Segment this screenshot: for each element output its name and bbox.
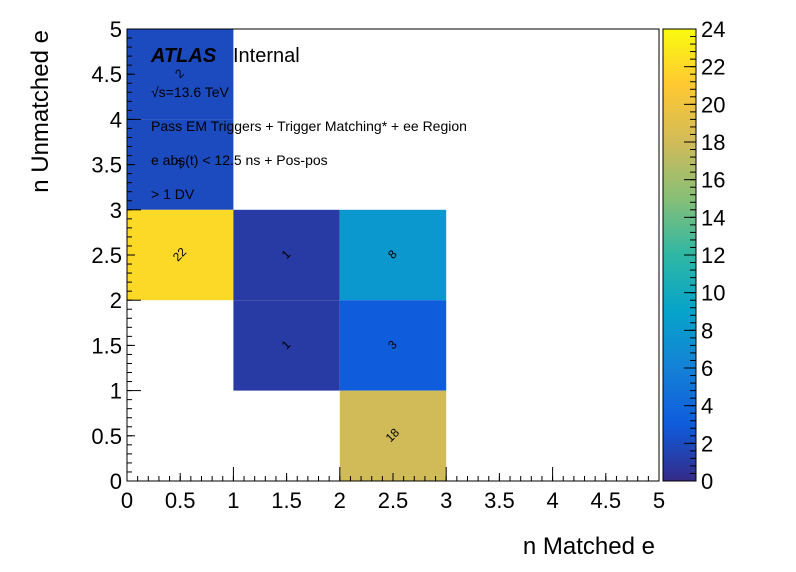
colorbar-tick-label: 12 bbox=[701, 243, 725, 268]
colorbar-tick-label: 24 bbox=[701, 17, 725, 42]
selection-line-1: Pass EM Triggers + Trigger Matching* + e… bbox=[151, 118, 467, 134]
heatmap-bin-7 bbox=[339, 390, 447, 481]
x-tick-label: 2.5 bbox=[378, 488, 409, 513]
x-tick-label: 0.5 bbox=[165, 488, 196, 513]
colorbar-tick-label: 22 bbox=[701, 55, 725, 80]
heatmap-bin-6 bbox=[339, 300, 447, 391]
y-axis-title: n Unmatched e bbox=[27, 30, 54, 193]
y-tick-label: 4 bbox=[110, 107, 122, 132]
colorbar-tick-label: 18 bbox=[701, 130, 725, 155]
selection-line-3: > 1 DV bbox=[151, 186, 195, 202]
y-tick-label: 1.5 bbox=[91, 333, 122, 358]
y-tick-label: 4.5 bbox=[91, 62, 122, 87]
colorbar-tick-label: 20 bbox=[701, 92, 725, 117]
y-tick-label: 5 bbox=[110, 17, 122, 42]
colorbar-tick-label: 2 bbox=[701, 431, 713, 456]
annotations: ATLAS Internal √s=13.6 TeV Pass EM Trigg… bbox=[150, 45, 467, 202]
x-tick-label: 3 bbox=[440, 488, 452, 513]
colorbar-tick-label: 4 bbox=[701, 394, 713, 419]
x-tick-label: 1 bbox=[227, 488, 239, 513]
x-tick-label: 4 bbox=[546, 488, 558, 513]
atlas-label: ATLAS bbox=[150, 45, 217, 67]
x-tick-label: 2 bbox=[334, 488, 346, 513]
colorbar-tick-label: 10 bbox=[701, 281, 725, 306]
heatmap-bin-3 bbox=[233, 209, 340, 301]
x-tick-label: 3.5 bbox=[484, 488, 515, 513]
x-axis: 0 0.5 1 1.5 2 2.5 3 3.5 4 4.5 5 bbox=[121, 467, 665, 513]
y-tick-label: 1 bbox=[110, 379, 122, 404]
heatmap-bin-2 bbox=[127, 209, 234, 301]
y-tick-label: 3.5 bbox=[91, 153, 122, 178]
heatmap-bin-5 bbox=[233, 300, 340, 391]
internal-label: Internal bbox=[233, 45, 300, 67]
heatmap-bin-4 bbox=[339, 209, 447, 301]
energy-label: √s=13.6 TeV bbox=[151, 84, 230, 100]
y-tick-label: 2 bbox=[110, 288, 122, 313]
y-tick-label: 2.5 bbox=[91, 243, 122, 268]
x-tick-label: 5 bbox=[653, 488, 665, 513]
colorbar-tick-label: 14 bbox=[701, 205, 725, 230]
heatmap-bin-0 bbox=[127, 119, 234, 210]
colorbar-tick-label: 0 bbox=[701, 469, 713, 494]
colorbar-tick-label: 6 bbox=[701, 356, 713, 381]
y-tick-label: 0.5 bbox=[91, 424, 122, 449]
y-axis: 0 0.5 1 1.5 2 2.5 3 3.5 4 4.5 5 bbox=[91, 17, 141, 494]
x-tick-label: 1.5 bbox=[271, 488, 302, 513]
colorbar-tick-label: 16 bbox=[701, 168, 725, 193]
y-tick-label: 0 bbox=[110, 469, 122, 494]
x-tick-label: 0 bbox=[121, 488, 133, 513]
selection-line-2: e abs(t) < 12.5 ns + Pos-pos bbox=[151, 152, 328, 168]
heatmap-bin-1 bbox=[127, 29, 234, 120]
x-tick-label: 4.5 bbox=[591, 488, 622, 513]
y-tick-label: 3 bbox=[110, 198, 122, 223]
x-axis-title: n Matched e bbox=[523, 533, 655, 560]
bins-layer bbox=[127, 29, 447, 481]
colorbar-tick-label: 8 bbox=[701, 318, 713, 343]
